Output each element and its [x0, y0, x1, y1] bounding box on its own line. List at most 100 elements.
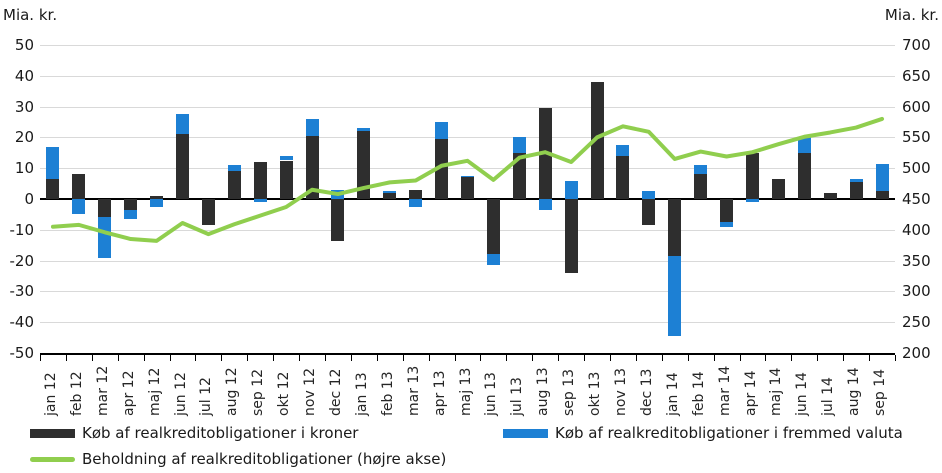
- right-axis-unit: Mia. kr.: [884, 6, 939, 24]
- right-axis-tick: 700: [902, 36, 931, 54]
- x-axis-label: dec 13: [638, 368, 655, 416]
- left-axis-tick: 30: [14, 97, 34, 116]
- bar-kroner: [512, 152, 526, 199]
- bar-kroner: [331, 199, 345, 241]
- right-axis-tick: 400: [902, 220, 931, 239]
- x-axis-tick: [558, 355, 560, 361]
- bar-kroner: [875, 191, 889, 199]
- legend-item-beholdning: Beholdning af realkreditobligationer (hø…: [30, 450, 446, 468]
- bar-valuta: [253, 199, 267, 203]
- bar-kroner: [590, 81, 604, 199]
- bar-kroner: [694, 174, 708, 199]
- gridline: [40, 75, 895, 77]
- bar-kroner: [486, 199, 500, 255]
- bar-valuta: [616, 145, 630, 156]
- x-axis-tick: [350, 355, 352, 361]
- x-axis-tick: [221, 355, 223, 361]
- x-axis-tick: [610, 355, 611, 361]
- left-axis-tick: 0: [24, 190, 34, 208]
- bar-valuta: [305, 118, 319, 136]
- bar-valuta: [564, 180, 578, 199]
- x-axis-label: okt 13: [587, 371, 604, 416]
- x-axis-label: sep 12: [250, 368, 267, 416]
- x-axis-label: jan 12: [42, 372, 59, 416]
- x-axis-tick: [661, 355, 663, 361]
- x-axis-tick: [143, 355, 145, 361]
- bar-kroner: [98, 199, 112, 218]
- beholdning-swatch: [30, 456, 75, 462]
- bar-valuta: [435, 122, 449, 139]
- bar-valuta: [486, 254, 500, 266]
- bar-kroner: [849, 182, 863, 199]
- x-axis-tick: [65, 355, 67, 361]
- x-axis-tick: [584, 355, 586, 361]
- bar-kroner: [538, 108, 552, 199]
- bar-kroner: [46, 178, 60, 199]
- legend-item-kroner: Køb af realkreditobligationer i kroner: [30, 424, 358, 442]
- x-axis-label: aug 12: [224, 367, 241, 416]
- x-axis-label: sep 13: [561, 368, 578, 416]
- x-axis-tick: [532, 355, 534, 361]
- x-axis-tick: [273, 355, 275, 361]
- x-axis-label: jan 14: [664, 372, 681, 416]
- x-axis-tick: [739, 355, 741, 361]
- bar-valuta: [357, 128, 371, 132]
- bar-valuta: [383, 191, 397, 193]
- bar-kroner: [435, 138, 449, 199]
- x-axis-tick: [169, 355, 171, 361]
- bar-valuta: [746, 199, 759, 203]
- x-axis-label: jan 13: [353, 372, 370, 416]
- gridline: [40, 229, 895, 231]
- gridline: [40, 168, 895, 170]
- bar-kroner: [227, 171, 241, 199]
- bar-valuta: [461, 175, 474, 178]
- x-axis-tick: [195, 355, 197, 361]
- x-axis-tick: [843, 355, 845, 361]
- x-axis-label: jul 13: [509, 377, 526, 416]
- bar-valuta: [72, 199, 86, 215]
- bar-kroner: [176, 134, 189, 199]
- kroner-swatch: [30, 428, 75, 438]
- x-axis-tick: [687, 355, 689, 361]
- right-axis-tick: 500: [902, 159, 931, 178]
- x-axis-tick: [635, 355, 637, 361]
- bar-valuta: [124, 209, 138, 219]
- bar-kroner: [357, 131, 371, 199]
- x-axis-label: maj 12: [146, 367, 163, 416]
- x-axis-label: jun 12: [172, 372, 189, 416]
- x-axis-tick: [454, 355, 456, 361]
- bar-kroner: [461, 177, 474, 199]
- left-axis-unit: Mia. kr.: [3, 6, 58, 24]
- x-axis-tick: [40, 355, 41, 361]
- bar-valuta: [668, 255, 682, 337]
- bar-kroner: [642, 199, 656, 226]
- x-axis-tick: [713, 355, 715, 361]
- x-axis-label: aug 13: [535, 367, 552, 416]
- x-axis-label: feb 13: [379, 371, 396, 416]
- bar-valuta: [694, 165, 708, 175]
- bar-kroner: [616, 155, 630, 199]
- x-axis-tick: [428, 355, 430, 361]
- bar-kroner: [746, 152, 759, 199]
- x-axis-label: okt 12: [276, 371, 293, 416]
- left-axis-tick: 20: [14, 128, 34, 147]
- bar-valuta: [150, 199, 164, 207]
- left-axis-tick: -20: [9, 251, 35, 270]
- left-axis-tick: -30: [9, 282, 35, 301]
- x-axis-tick: [376, 355, 378, 361]
- x-axis-label: mar 14: [716, 365, 733, 416]
- x-axis-line: [40, 353, 895, 355]
- x-axis-label: jul 12: [198, 377, 215, 416]
- right-axis-tick: 200: [902, 344, 931, 362]
- bar-valuta: [797, 137, 811, 153]
- x-axis-tick: [91, 355, 93, 361]
- gridline: [40, 291, 895, 293]
- x-axis-tick: [402, 355, 404, 361]
- x-axis-label: jul 14: [820, 377, 837, 416]
- right-axis-tick: 250: [902, 313, 931, 332]
- x-axis-label: dec 12: [327, 368, 344, 416]
- bar-valuta: [849, 178, 863, 183]
- right-axis-tick: 600: [902, 97, 931, 116]
- left-axis-tick: 10: [14, 159, 34, 178]
- bar-valuta: [538, 199, 552, 210]
